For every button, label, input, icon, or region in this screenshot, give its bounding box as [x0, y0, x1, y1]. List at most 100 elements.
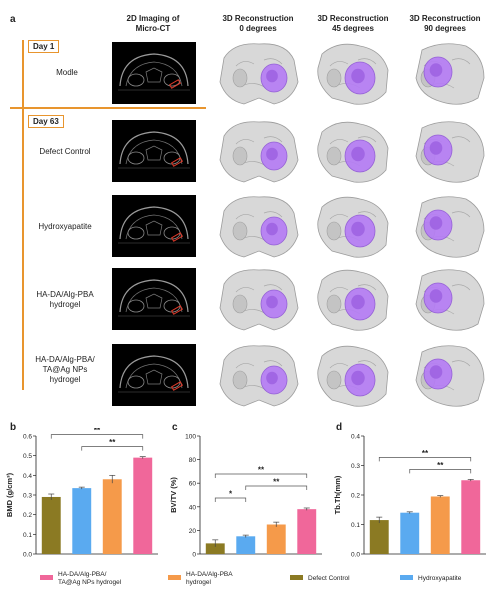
panel-a-letter: a — [10, 14, 16, 25]
column-header-3d-45: 3D Reconstruction 45 degrees — [317, 14, 389, 33]
y-tick-label: 0.4 — [351, 434, 360, 441]
row-label-hydroxyapatite: Hydroxyapatite — [38, 222, 92, 231]
y-tick-label: 0.4 — [23, 473, 32, 480]
legend-label-ha: Hydroxyapatite — [418, 575, 462, 582]
reconstruction-3d-image — [214, 264, 304, 336]
bar — [102, 479, 122, 554]
y-tick-label: 60 — [189, 481, 197, 488]
panel-d-letter: d — [336, 422, 343, 433]
chart-tbth: Tb.Th(mm) 0.0 0.1 0.2 0.3 0.4 ** ** — [333, 434, 486, 559]
day-63-label: Day 63 — [28, 115, 64, 128]
bar — [205, 543, 225, 554]
significance-label: ** — [109, 438, 116, 447]
defect-marker — [170, 157, 184, 167]
significance-label: ** — [422, 449, 429, 458]
significance-label: ** — [94, 428, 101, 435]
defect-marker — [170, 232, 184, 242]
column-header-micro-ct: 2D Imaging of Micro-CT — [126, 14, 180, 33]
reconstruction-3d-image — [308, 116, 398, 188]
bar — [430, 496, 450, 554]
reconstruction-3d-image — [308, 38, 398, 110]
defect-marker — [168, 79, 182, 89]
timeline-separator — [10, 107, 206, 109]
y-axis-label: BV/TV (%) — [169, 477, 178, 513]
y-tick-label: 0.6 — [23, 434, 32, 441]
bar — [41, 496, 61, 554]
significance-bracket — [81, 446, 144, 451]
legend-label-hydrogel: HA-DA/Alg-PBA hydrogel — [186, 571, 233, 586]
bar — [133, 457, 153, 554]
micro-ct-image — [112, 42, 196, 104]
micro-ct-image — [112, 195, 196, 257]
significance-bracket — [378, 457, 472, 462]
panel-c-letter: c — [172, 422, 178, 433]
significance-label: ** — [437, 461, 444, 470]
y-tick-label: 0.0 — [351, 552, 360, 559]
legend-swatch-agnp — [40, 575, 53, 580]
reconstruction-3d-image — [402, 264, 492, 336]
defect-marker — [170, 305, 184, 315]
panel-b-letter: b — [10, 422, 17, 433]
reconstruction-3d-image — [214, 38, 304, 110]
column-header-3d-0: 3D Reconstruction 0 degrees — [222, 14, 294, 33]
significance-bracket — [214, 497, 247, 502]
significance-bracket — [50, 434, 144, 439]
bar — [297, 509, 317, 554]
y-tick-label: 80 — [189, 457, 197, 464]
legend-swatch-ha — [400, 575, 413, 580]
row-label-agnp-hydrogel: HA-DA/Alg-PBA/ TA@Ag NPs hydrogel — [35, 355, 95, 384]
y-tick-label: 0 — [192, 552, 196, 559]
reconstruction-3d-image — [214, 340, 304, 412]
y-tick-label: 0.5 — [23, 453, 32, 460]
y-tick-label: 0.0 — [23, 552, 32, 559]
row-label-hydrogel: HA-DA/Alg-PBA hydrogel — [36, 290, 94, 309]
micro-ct-image — [112, 120, 196, 182]
bar — [236, 536, 256, 554]
y-axis-label: Tb.Th(mm) — [333, 475, 342, 514]
column-header-3d-90: 3D Reconstruction 90 degrees — [409, 14, 481, 33]
reconstruction-3d-image — [402, 191, 492, 263]
micro-ct-image — [112, 268, 196, 330]
reconstruction-3d-image — [402, 340, 492, 412]
legend-label-defect: Defect Control — [308, 575, 350, 582]
y-tick-label: 40 — [189, 504, 197, 511]
y-tick-label: 0.1 — [351, 522, 360, 529]
row-label-defect-control: Defect Control — [39, 147, 91, 156]
bar — [461, 480, 481, 554]
y-tick-label: 0.2 — [23, 512, 32, 519]
reconstruction-3d-image — [308, 264, 398, 336]
significance-label: * — [229, 489, 233, 498]
reconstruction-3d-image — [402, 116, 492, 188]
timeline-line — [22, 40, 24, 390]
significance-bracket — [409, 469, 472, 474]
significance-label: ** — [273, 477, 280, 486]
day-1-label: Day 1 — [28, 40, 60, 53]
row-label-modle: Modle — [56, 68, 78, 77]
legend-label-agnp: HA-DA/Alg-PBA/ TA@Ag NPs hydrogel — [58, 571, 122, 586]
bar — [72, 488, 92, 554]
reconstruction-3d-image — [214, 191, 304, 263]
reconstruction-3d-image — [308, 340, 398, 412]
chart-bmd: BMD (g/cm³) 0.0 0.1 0.2 0.3 0.4 0.5 0.6 ** ** — [5, 428, 158, 559]
significance-bracket — [214, 473, 308, 478]
reconstruction-3d-image — [214, 116, 304, 188]
y-tick-label: 0.3 — [23, 493, 32, 500]
y-tick-label: 0.3 — [351, 463, 360, 470]
y-axis-label: BMD (g/cm³) — [5, 472, 14, 517]
significance-label: ** — [258, 465, 265, 474]
y-tick-label: 0.1 — [23, 532, 32, 539]
reconstruction-3d-image — [308, 191, 398, 263]
micro-ct-image — [112, 344, 196, 406]
legend-swatch-hydrogel — [168, 575, 181, 580]
significance-bracket — [245, 485, 308, 490]
bar — [400, 512, 420, 554]
reconstruction-3d-image — [402, 38, 492, 110]
defect-marker — [170, 381, 184, 391]
bar — [266, 524, 286, 554]
y-tick-label: 0.2 — [351, 493, 360, 500]
legend-swatch-defect — [290, 575, 303, 580]
bar — [369, 520, 389, 554]
y-tick-label: 100 — [185, 434, 196, 441]
y-tick-label: 20 — [189, 528, 197, 535]
